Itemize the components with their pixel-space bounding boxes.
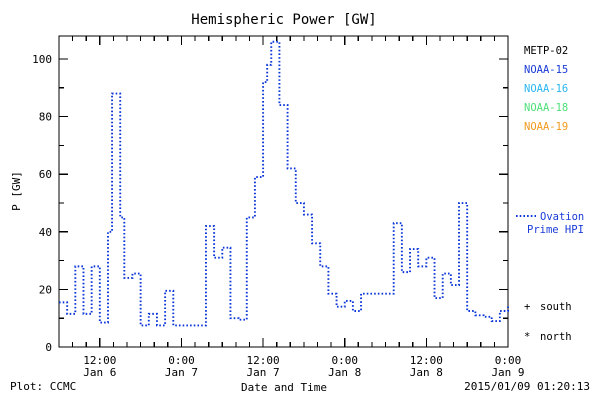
legend-ovation: Ovation Prime HPI: [516, 211, 584, 236]
plot-credit: Plot: CCMC: [10, 380, 76, 393]
data-traces: [59, 40, 509, 327]
y-tick-label: 0: [45, 341, 52, 354]
marker-symbol-south: +: [524, 301, 530, 313]
page-title: Hemispheric Power [GW]: [191, 12, 376, 28]
y-tick-label: 100: [32, 53, 52, 66]
marker-label-north: north: [540, 331, 572, 343]
y-tick-label: 60: [39, 168, 52, 181]
ovation-label-line2: Prime HPI: [527, 224, 584, 236]
x-axis-major-ticks: [99, 36, 509, 347]
marker-label-south: south: [540, 301, 572, 313]
x-axis-label: Date and Time: [241, 381, 327, 394]
x-tick-date: Jan 8: [328, 366, 361, 379]
data-trace-ovation-prime-hpi: [59, 40, 509, 327]
x-tick-date: Jan 9: [491, 366, 524, 379]
legend-item-noaa-18[interactable]: NOAA-18: [524, 102, 568, 114]
timestamp: 2015/01/09 01:20:13: [464, 380, 590, 393]
marker-symbol-north: *: [524, 331, 530, 343]
x-tick-time: 0:00: [168, 354, 195, 367]
ovation-label-line1: Ovation: [540, 211, 584, 223]
x-tick-date: Jan 8: [410, 366, 443, 379]
y-axis-tick-labels: 0 20 40 60 80 100: [32, 53, 52, 354]
legend-item-metp-02[interactable]: METP-02: [524, 45, 568, 57]
x-axis-minor-ticks: [58, 36, 495, 347]
plot-frame: [58, 35, 509, 348]
legend-satellites: METP-02 NOAA-15 NOAA-16 NOAA-18 NOAA-19: [524, 45, 568, 133]
x-tick-time: 0:00: [495, 354, 522, 367]
y-tick-label: 20: [39, 283, 52, 296]
legend-item-noaa-16[interactable]: NOAA-16: [524, 83, 568, 95]
x-tick-time: 0:00: [331, 354, 358, 367]
x-tick-date: Jan 7: [247, 366, 280, 379]
x-tick-time: 12:00: [83, 354, 116, 367]
legend-item-noaa-19[interactable]: NOAA-19: [524, 121, 568, 133]
x-tick-time: 12:00: [247, 354, 280, 367]
x-tick-date: Jan 6: [83, 366, 116, 379]
x-tick-date: Jan 7: [165, 366, 198, 379]
legend-markers: + south * north: [524, 301, 572, 343]
x-tick-time: 12:00: [410, 354, 443, 367]
y-tick-label: 40: [39, 226, 52, 239]
legend-item-noaa-15[interactable]: NOAA-15: [524, 64, 568, 76]
y-axis-label: P [GW]: [10, 171, 23, 211]
y-axis-major-ticks: [59, 58, 508, 348]
y-axis-minor-ticks: [59, 87, 508, 319]
y-tick-label: 80: [39, 111, 52, 124]
